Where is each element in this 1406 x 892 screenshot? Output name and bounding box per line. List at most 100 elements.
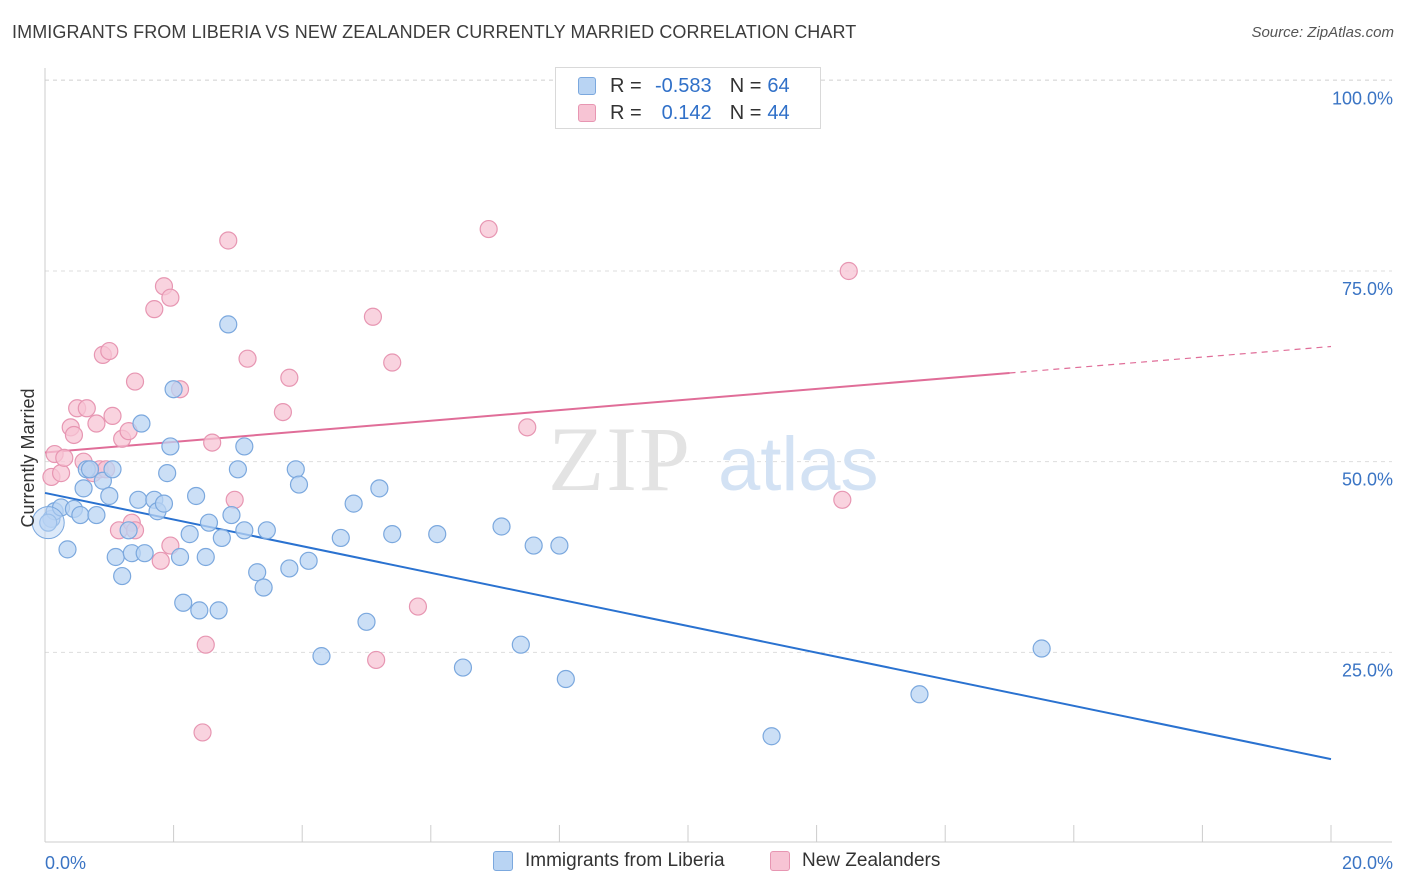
point-liberia — [910, 685, 929, 704]
point-newzealanders — [55, 448, 74, 467]
point-liberia — [119, 521, 138, 540]
point-liberia — [235, 521, 254, 540]
point-newzealanders — [238, 349, 257, 368]
point-liberia — [87, 505, 106, 525]
point-liberia — [492, 517, 511, 536]
point-liberia — [180, 525, 199, 544]
r-label: R = — [610, 101, 642, 124]
point-liberia — [154, 494, 174, 513]
r-value: 0.142 — [661, 101, 712, 124]
point-liberia — [550, 536, 569, 555]
x-tick-label: 20.0% — [1342, 853, 1393, 873]
r-label: R = — [610, 74, 642, 97]
point-newzealanders — [219, 231, 238, 250]
point-newzealanders — [225, 490, 244, 509]
legend-swatch-pink — [578, 104, 596, 122]
watermark: ZIP atlas — [548, 408, 879, 510]
point-newzealanders — [100, 341, 119, 361]
point-liberia — [58, 540, 77, 559]
point-liberia — [80, 460, 100, 479]
n-label: N = — [729, 74, 762, 97]
legend-row-newzealanders: R = 0.142 N = 44 — [578, 100, 790, 126]
point-liberia — [103, 460, 122, 479]
point-liberia — [762, 727, 781, 746]
legend-swatch-blue — [578, 77, 596, 95]
point-liberia — [383, 525, 402, 544]
point-newzealanders — [367, 650, 386, 670]
y-axis-label: Currently Married — [18, 388, 38, 527]
point-liberia — [254, 578, 273, 597]
point-liberia — [132, 414, 151, 433]
point-liberia — [113, 566, 132, 586]
y-tick-label: 100.0% — [1332, 88, 1393, 108]
points-layer — [31, 219, 1051, 746]
point-liberia — [511, 635, 530, 654]
source-credit: Source: ZipAtlas.com — [1251, 24, 1394, 41]
point-liberia — [199, 513, 219, 532]
legend-row-liberia: R = -0.583 N = 64 — [578, 73, 790, 99]
point-liberia — [100, 486, 119, 506]
point-liberia — [1032, 639, 1051, 658]
y-tick-label: 50.0% — [1342, 470, 1393, 490]
point-newzealanders — [518, 418, 537, 437]
legend-item-liberia: Immigrants from Liberia — [493, 850, 725, 872]
correlation-legend: R = -0.583 N = 64 R = 0.142 N = 44 — [555, 67, 821, 129]
point-liberia — [106, 547, 125, 567]
n-value: 64 — [767, 74, 790, 97]
point-newzealanders — [145, 300, 164, 319]
point-liberia — [228, 460, 247, 479]
y-tick-label: 25.0% — [1342, 660, 1393, 680]
n-value: 44 — [767, 101, 790, 124]
point-liberia — [331, 528, 350, 548]
point-liberia — [222, 505, 241, 525]
point-liberia — [235, 437, 254, 456]
point-liberia — [556, 669, 575, 689]
point-liberia — [312, 647, 331, 666]
point-liberia — [161, 437, 180, 456]
point-liberia — [209, 601, 228, 620]
point-liberia — [257, 521, 276, 540]
point-newzealanders — [87, 414, 106, 433]
chart-title: IMMIGRANTS FROM LIBERIA VS NEW ZEALANDER… — [12, 22, 857, 42]
point-liberia — [158, 464, 177, 483]
point-cluster — [31, 506, 65, 540]
point-liberia — [129, 490, 148, 509]
point-liberia — [71, 505, 90, 525]
point-liberia — [190, 601, 209, 620]
point-liberia — [280, 559, 299, 578]
point-liberia — [219, 315, 238, 334]
trend-line — [44, 491, 1332, 761]
point-liberia — [187, 486, 206, 506]
point-liberia — [248, 563, 267, 582]
point-newzealanders — [273, 402, 293, 422]
point-liberia — [344, 494, 363, 513]
point-newzealanders — [103, 406, 122, 426]
point-liberia — [428, 525, 447, 544]
point-newzealanders — [383, 353, 402, 372]
point-newzealanders — [196, 635, 215, 654]
point-newzealanders — [151, 551, 170, 570]
point-newzealanders — [125, 372, 145, 391]
point-newzealanders — [280, 368, 299, 387]
point-liberia — [289, 475, 309, 494]
point-newzealanders — [51, 464, 71, 483]
point-newzealanders — [479, 219, 498, 239]
point-newzealanders — [833, 490, 852, 509]
point-newzealanders — [363, 307, 383, 326]
point-liberia — [453, 658, 473, 677]
point-newzealanders — [839, 261, 858, 281]
point-liberia — [357, 612, 376, 631]
point-liberia — [299, 551, 318, 570]
y-tick-label: 75.0% — [1342, 279, 1393, 299]
legend-label: New Zealanders — [802, 850, 941, 871]
point-newzealanders — [193, 723, 212, 742]
point-liberia — [164, 380, 183, 399]
n-label: N = — [729, 101, 762, 124]
point-newzealanders — [64, 425, 84, 445]
trend-line-projection — [1009, 345, 1332, 374]
legend-label: Immigrants from Liberia — [525, 850, 725, 871]
point-liberia — [74, 479, 93, 498]
r-value: -0.583 — [654, 74, 712, 97]
point-newzealanders — [77, 399, 96, 418]
